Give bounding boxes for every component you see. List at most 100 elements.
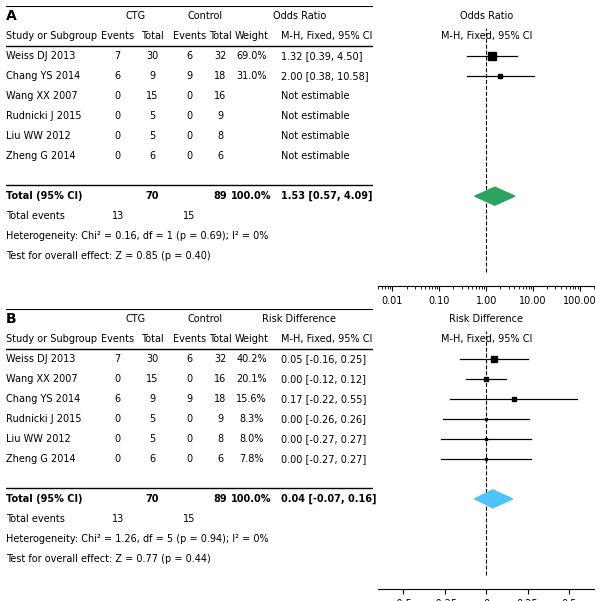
Text: 7: 7 <box>115 51 121 61</box>
Text: Events: Events <box>101 334 134 344</box>
Text: 6: 6 <box>186 51 193 61</box>
Text: 0: 0 <box>115 454 121 464</box>
Text: 6: 6 <box>186 354 193 364</box>
Polygon shape <box>475 187 515 205</box>
Text: 0.04 [-0.07, 0.16]: 0.04 [-0.07, 0.16] <box>281 494 376 504</box>
Text: 0: 0 <box>115 91 121 101</box>
Text: Odds Ratio: Odds Ratio <box>460 11 513 21</box>
Text: 15: 15 <box>146 91 159 101</box>
Text: Not estimable: Not estimable <box>281 151 349 161</box>
Text: Risk Difference: Risk Difference <box>262 314 336 324</box>
Text: Events: Events <box>101 31 134 41</box>
Text: Weiss DJ 2013: Weiss DJ 2013 <box>6 354 76 364</box>
Text: Heterogeneity: Chi² = 0.16, df = 1 (p = 0.69); I² = 0%: Heterogeneity: Chi² = 0.16, df = 1 (p = … <box>6 231 268 241</box>
Text: Weight: Weight <box>235 31 269 41</box>
Text: Wang XX 2007: Wang XX 2007 <box>6 91 77 101</box>
Text: 5: 5 <box>149 434 156 444</box>
Text: Not estimable: Not estimable <box>281 91 349 101</box>
Text: 31.0%: 31.0% <box>236 71 267 81</box>
Text: 0.00 [-0.27, 0.27]: 0.00 [-0.27, 0.27] <box>281 434 366 444</box>
Text: 0: 0 <box>115 374 121 384</box>
Text: 9: 9 <box>217 414 223 424</box>
Text: Test for overall effect: Z = 0.77 (p = 0.44): Test for overall effect: Z = 0.77 (p = 0… <box>6 554 211 564</box>
Text: 20.1%: 20.1% <box>236 374 267 384</box>
Text: 9: 9 <box>186 71 193 81</box>
Text: Liu WW 2012: Liu WW 2012 <box>6 131 71 141</box>
Text: 0.00 [-0.12, 0.12]: 0.00 [-0.12, 0.12] <box>281 374 366 384</box>
Text: Total (95% CI): Total (95% CI) <box>6 494 83 504</box>
Text: A: A <box>6 9 17 23</box>
Text: M-H, Fixed, 95% CI: M-H, Fixed, 95% CI <box>281 31 372 41</box>
Text: Total events: Total events <box>6 211 65 221</box>
Text: 8.0%: 8.0% <box>239 434 264 444</box>
Text: 0: 0 <box>186 151 193 161</box>
Text: 89: 89 <box>214 191 227 201</box>
Text: Risk Difference: Risk Difference <box>449 314 523 324</box>
Text: 32: 32 <box>214 51 227 61</box>
Text: CTG: CTG <box>125 314 145 324</box>
Text: Wang XX 2007: Wang XX 2007 <box>6 374 77 384</box>
Text: Odds Ratio: Odds Ratio <box>272 11 326 21</box>
Text: 0: 0 <box>186 434 193 444</box>
Text: 0: 0 <box>186 131 193 141</box>
Text: Study or Subgroup: Study or Subgroup <box>6 334 97 344</box>
Text: Total: Total <box>141 31 164 41</box>
Text: 6: 6 <box>115 394 121 404</box>
Text: 15: 15 <box>183 514 196 524</box>
Text: 9: 9 <box>186 394 193 404</box>
Text: 8: 8 <box>217 131 223 141</box>
Text: 18: 18 <box>214 71 227 81</box>
Text: CTG: CTG <box>125 11 145 21</box>
Text: 0: 0 <box>115 131 121 141</box>
Text: Weight: Weight <box>235 334 269 344</box>
Text: 0: 0 <box>186 454 193 464</box>
Text: 0: 0 <box>115 151 121 161</box>
Text: Study or Subgroup: Study or Subgroup <box>6 31 97 41</box>
Text: 5: 5 <box>149 414 156 424</box>
Text: 32: 32 <box>214 354 227 364</box>
Text: 100.0%: 100.0% <box>232 191 272 201</box>
Text: Events: Events <box>173 334 206 344</box>
Text: Total: Total <box>209 334 232 344</box>
Text: 7: 7 <box>115 354 121 364</box>
Text: Zheng G 2014: Zheng G 2014 <box>6 454 76 464</box>
Text: 18: 18 <box>214 394 227 404</box>
Text: 0.05 [-0.16, 0.25]: 0.05 [-0.16, 0.25] <box>281 354 366 364</box>
Text: 0: 0 <box>115 414 121 424</box>
Text: 15: 15 <box>183 211 196 221</box>
Text: 89: 89 <box>214 494 227 504</box>
Text: 8: 8 <box>217 434 223 444</box>
Text: Chang YS 2014: Chang YS 2014 <box>6 71 80 81</box>
Text: 0: 0 <box>115 434 121 444</box>
Text: Rudnicki J 2015: Rudnicki J 2015 <box>6 111 82 121</box>
Text: 0: 0 <box>186 414 193 424</box>
Text: 15.6%: 15.6% <box>236 394 267 404</box>
Text: 0.00 [-0.27, 0.27]: 0.00 [-0.27, 0.27] <box>281 454 366 464</box>
Text: 13: 13 <box>112 514 124 524</box>
Text: Control: Control <box>187 314 223 324</box>
Polygon shape <box>475 490 513 508</box>
Text: 16: 16 <box>214 91 227 101</box>
Text: Control: Control <box>187 11 223 21</box>
Text: 6: 6 <box>149 151 155 161</box>
Text: 6: 6 <box>217 151 223 161</box>
Text: 6: 6 <box>115 71 121 81</box>
Text: Favours [control]: Favours [control] <box>508 309 590 319</box>
Text: B: B <box>6 312 17 326</box>
Text: Rudnicki J 2015: Rudnicki J 2015 <box>6 414 82 424</box>
Text: 9: 9 <box>149 71 155 81</box>
Text: Total (95% CI): Total (95% CI) <box>6 191 83 201</box>
Text: 9: 9 <box>217 111 223 121</box>
Text: 9: 9 <box>149 394 155 404</box>
Text: 6: 6 <box>149 454 155 464</box>
Text: 1.32 [0.39, 4.50]: 1.32 [0.39, 4.50] <box>281 51 362 61</box>
Text: 100.0%: 100.0% <box>232 494 272 504</box>
Text: Liu WW 2012: Liu WW 2012 <box>6 434 71 444</box>
Text: 5: 5 <box>149 111 156 121</box>
Text: Test for overall effect: Z = 0.85 (p = 0.40): Test for overall effect: Z = 0.85 (p = 0… <box>6 251 211 261</box>
Text: 70: 70 <box>146 191 160 201</box>
Text: Not estimable: Not estimable <box>281 131 349 141</box>
Text: 2.00 [0.38, 10.58]: 2.00 [0.38, 10.58] <box>281 71 368 81</box>
Text: 0: 0 <box>186 374 193 384</box>
Text: 5: 5 <box>149 131 156 141</box>
